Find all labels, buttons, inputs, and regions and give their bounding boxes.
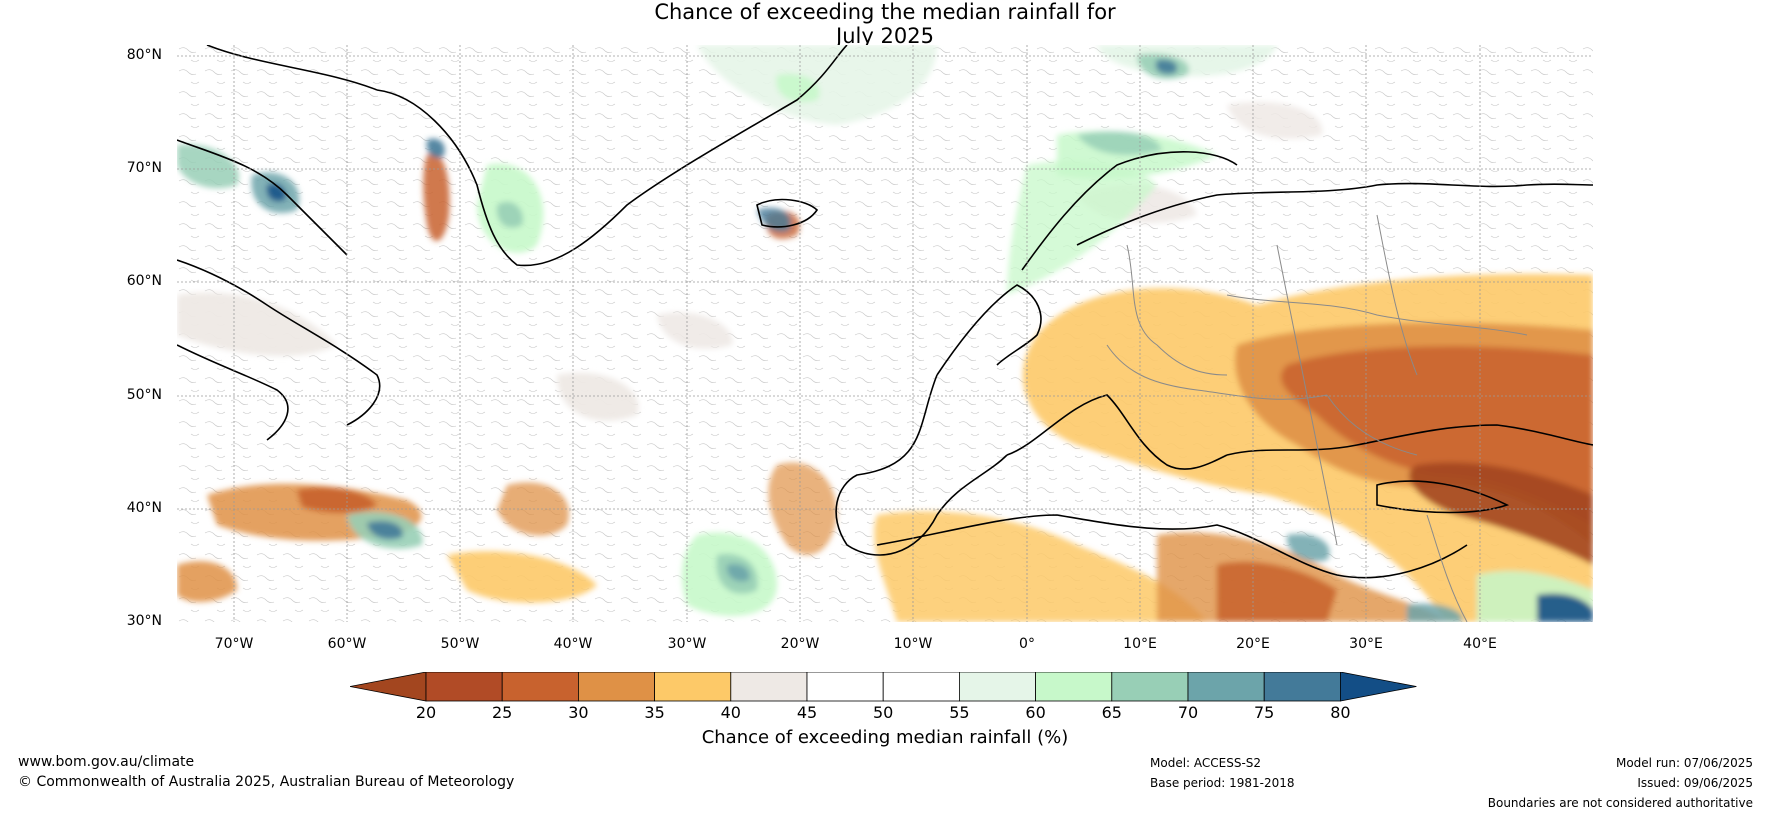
colorbar-segment [806,672,884,702]
colorbar-segment [1111,672,1189,702]
lon-label-70w: 70°W [214,636,254,652]
country-borders [1106,214,1528,622]
title-line-2: July 2025 [836,24,934,48]
website-link[interactable]: www.bom.gov.au/climate [18,754,195,770]
colorbar-tick-label: 80 [1330,703,1351,722]
colorbar-tick-label: 30 [568,703,589,722]
lon-label-10w: 10°W [893,636,933,652]
lon-label-60w: 60°W [327,636,367,652]
probability-shading [177,45,1593,622]
colorbar-label: Chance of exceeding median rainfall (%) [701,727,1069,748]
lat-label-50n: 50°N [126,387,162,403]
lon-label-40e: 40°E [1463,636,1497,652]
colorbar-segment [577,672,655,702]
map-title: Chance of exceeding the median rainfall … [0,0,1770,48]
colorbar-tick-label: 70 [1177,703,1199,722]
colorbar-segment [959,672,1037,702]
lat-label-30n: 30°N [126,613,162,629]
colorbar-tick-label: 25 [492,703,513,722]
rainfall-map [177,45,1593,622]
colorbar-extend-high [1340,672,1417,702]
model-run-date: Model run: 07/06/2025 [1615,756,1753,770]
colorbar-tick-label: 75 [1254,703,1275,722]
title-line-1: Chance of exceeding the median rainfall … [654,0,1116,24]
lon-label-40w: 40°W [553,636,593,652]
lon-label-30e: 30°E [1349,636,1383,652]
colorbar-extend-low [350,672,427,702]
colorbar-tick-label: 35 [644,703,665,722]
lon-label-30w: 30°W [667,636,707,652]
base-period: Base period: 1981-2018 [1150,776,1295,790]
lat-label-60n: 60°N [126,273,162,289]
colorbar-tick-label: 55 [949,703,970,722]
colorbar-tick-label: 45 [796,703,818,722]
lon-label-20w: 20°W [780,636,820,652]
colorbar-segment [1263,672,1341,702]
colorbar-segment [654,672,732,702]
colorbar-segment [730,672,808,702]
colorbar-segment [425,672,503,702]
colorbar-tick-label: 50 [873,703,894,722]
lat-label-40n: 40°N [126,500,162,516]
coastlines [177,45,1593,579]
graticule [177,45,1593,622]
colorbar-tick-label: 20 [415,703,437,722]
lon-label-10e: 10°E [1123,636,1157,652]
model-name: Model: ACCESS-S2 [1150,756,1262,770]
colorbar-segment [1187,672,1265,702]
colorbar-segment [1035,672,1113,702]
copyright-text: © Commonwealth of Australia 2025, Austra… [18,774,515,790]
colorbar-segment [882,672,960,702]
boundary-disclaimer: Boundaries are not considered authoritat… [1487,796,1753,810]
issued-date: Issued: 09/06/2025 [1637,776,1753,790]
lat-label-80n: 80°N [126,47,162,63]
colorbar-segment [501,672,579,702]
lon-label-0: 0° [1019,636,1035,652]
colorbar [350,672,1417,702]
lon-label-20e: 20°E [1236,636,1270,652]
colorbar-tick-label: 40 [720,703,741,722]
lat-label-70n: 70°N [126,160,162,176]
colorbar-tick-label: 60 [1025,703,1046,722]
lon-label-50w: 50°W [440,636,480,652]
colorbar-tick-label: 65 [1101,703,1122,722]
